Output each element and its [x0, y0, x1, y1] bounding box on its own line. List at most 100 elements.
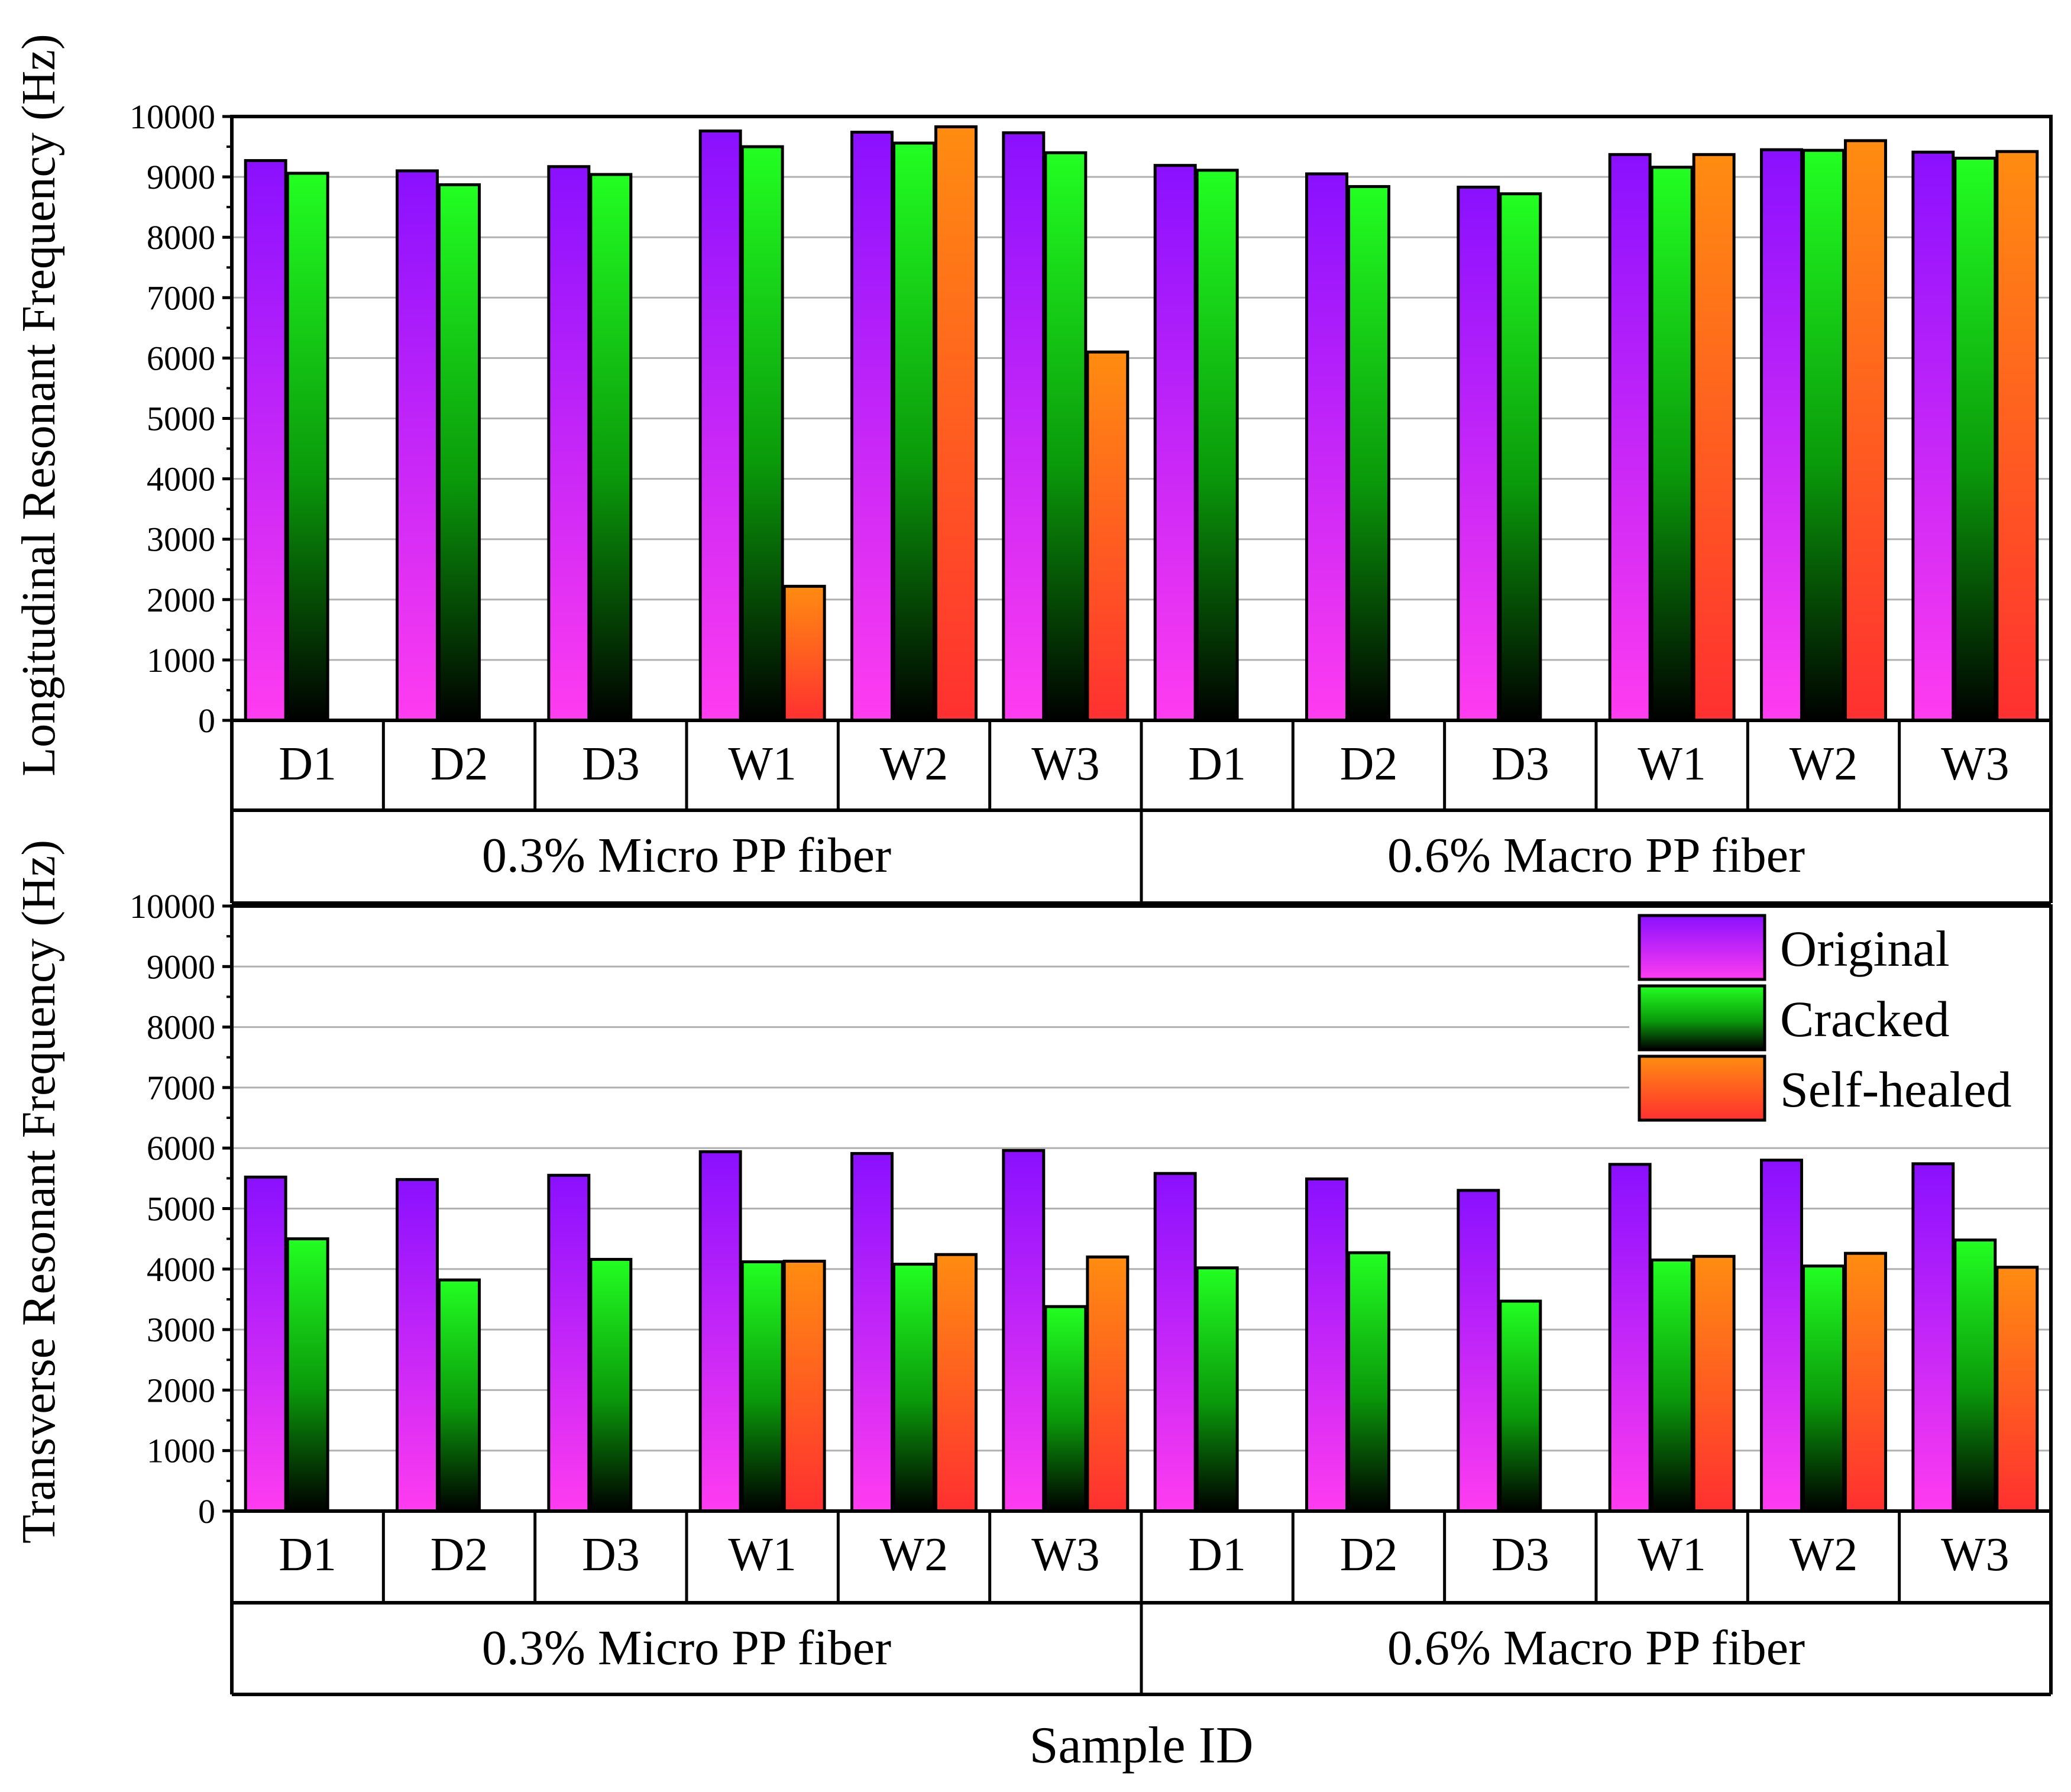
top-y-tick-label: 3000 [147, 520, 215, 559]
top-bar-cracked [589, 173, 633, 722]
bottom-bar-cracked [1044, 1305, 1088, 1513]
top-bar-self-healed [1692, 153, 1736, 722]
top-bar-self-healed [782, 584, 826, 722]
bottom-category-label: D2 [1340, 1529, 1398, 1581]
bottom-category-label: D3 [1491, 1529, 1549, 1581]
legend-label-cracked: Cracked [1780, 991, 1950, 1047]
bottom-y-tick-label: 5000 [147, 1190, 215, 1228]
top-bar-original [244, 159, 287, 722]
bottom-group-label: 0.6% Macro PP fiber [1387, 1620, 1805, 1675]
transverse-panel: 0 1000 2000 3000 4000 5000 6000 7000 8000 9000 100… [130, 887, 2053, 1696]
bottom-y-tick-label: 8000 [147, 1008, 215, 1047]
top-bar-original [1153, 164, 1197, 722]
top-category-label: W3 [1031, 738, 1100, 790]
top-category-label: D3 [1491, 738, 1549, 790]
bottom-y-tick-label: 3000 [147, 1311, 215, 1349]
legend-swatch-self-healed [1638, 1055, 1766, 1122]
top-category-label: D2 [431, 738, 488, 790]
bottom-category-label: D1 [279, 1529, 336, 1581]
bottom-category-label: W1 [1638, 1529, 1706, 1581]
top-category-label: W2 [1790, 738, 1858, 790]
top-category-label: W2 [880, 738, 949, 790]
bottom-bar-cracked [1499, 1299, 1542, 1513]
top-y-axis-label: Longitudinal Resonant Frequency (Hz) [13, 34, 65, 776]
bottom-bar-cracked [1953, 1238, 1997, 1513]
bottom-y-tick-label: 2000 [147, 1371, 215, 1409]
bottom-y-tick-label: 9000 [147, 947, 215, 986]
legend-swatch-cracked [1638, 984, 1766, 1052]
bottom-bar-cracked [438, 1278, 481, 1513]
bottom-bar-original [1457, 1189, 1500, 1513]
top-bar-self-healed [1995, 150, 2039, 722]
top-bar-original [850, 131, 894, 722]
top-bar-original [1911, 150, 1955, 722]
bottom-bar-cracked [740, 1260, 784, 1513]
top-bar-cracked [740, 145, 784, 722]
bottom-y-tick-label: 10000 [130, 887, 215, 926]
bottom-bar-cracked [892, 1263, 936, 1513]
bottom-bar-original [1153, 1172, 1197, 1513]
top-bar-self-healed [934, 125, 978, 722]
bottom-bar-original [850, 1151, 894, 1513]
bottom-category-label: W3 [1031, 1529, 1100, 1581]
top-bar-cracked [1650, 166, 1694, 722]
bottom-bar-original [1002, 1149, 1046, 1513]
top-bar-original [547, 165, 591, 722]
top-bar-cracked [1802, 148, 1845, 722]
bottom-category-label: W2 [1790, 1529, 1858, 1581]
bottom-bar-self-healed [1692, 1254, 1736, 1513]
x-axis-label: Sample ID [1030, 1717, 1254, 1774]
bottom-y-tick-label: 7000 [147, 1069, 215, 1107]
bottom-bar-cracked [1347, 1251, 1390, 1513]
bottom-y-tick-label: 0 [198, 1492, 215, 1531]
bottom-bar-original [396, 1178, 439, 1513]
bottom-bar-original [547, 1173, 591, 1513]
bottom-y-tick-label: 6000 [147, 1129, 215, 1167]
bottom-bar-cracked [1802, 1264, 1845, 1513]
top-category-label: D1 [1188, 738, 1246, 790]
top-y-tick-label: 7000 [147, 279, 215, 317]
top-y-tick-label: 2000 [147, 581, 215, 619]
bottom-bar-self-healed [782, 1260, 826, 1513]
top-y-tick-label: 6000 [147, 339, 215, 377]
bottom-bar-original [1305, 1177, 1348, 1513]
top-bar-cracked [1953, 156, 1997, 722]
legend-label-self-healed: Self-healed [1780, 1061, 2012, 1118]
top-bar-cracked [1347, 185, 1390, 722]
bottom-bar-self-healed [1086, 1255, 1130, 1513]
top-bar-original [1608, 153, 1652, 722]
bottom-category-label: W1 [728, 1529, 797, 1581]
top-category-label: W3 [1941, 738, 2009, 790]
bottom-bar-cracked [589, 1257, 633, 1513]
bottom-bar-cracked [1195, 1266, 1239, 1513]
top-bar-original [1305, 172, 1348, 722]
bottom-bar-self-healed [934, 1253, 978, 1513]
bottom-category-label: D1 [1188, 1529, 1246, 1581]
top-category-label: D2 [1340, 738, 1398, 790]
bottom-y-tick-label: 4000 [147, 1250, 215, 1289]
bottom-category-label: D3 [582, 1529, 640, 1581]
top-y-tick-label: 5000 [147, 400, 215, 438]
top-bar-original [698, 130, 742, 722]
top-bar-self-healed [1844, 139, 1887, 722]
bottom-group-label: 0.3% Micro PP fiber [482, 1620, 891, 1675]
top-category-label: W1 [1638, 738, 1706, 790]
bottom-bar-original [698, 1150, 742, 1513]
top-bar-original [396, 169, 439, 722]
top-y-tick-label: 4000 [147, 460, 215, 499]
top-category-label: W1 [728, 738, 797, 790]
longitudinal-panel: 0 1000 2000 3000 4000 5000 6000 7000 8000 9000 100… [130, 98, 2053, 905]
bottom-bar-original [1911, 1162, 1955, 1513]
top-y-tick-label: 0 [198, 701, 215, 740]
top-bar-cracked [1195, 169, 1239, 722]
top-bar-original [1457, 185, 1500, 722]
top-bar-cracked [1499, 192, 1542, 722]
top-bar-original [1002, 131, 1046, 722]
top-bar-cracked [1044, 151, 1088, 722]
bottom-bar-cracked [286, 1237, 329, 1513]
bottom-bar-original [1760, 1159, 1803, 1513]
legend-swatch-original [1638, 914, 1766, 981]
top-bar-self-healed [1086, 350, 1130, 722]
top-y-tick-label: 1000 [147, 641, 215, 680]
